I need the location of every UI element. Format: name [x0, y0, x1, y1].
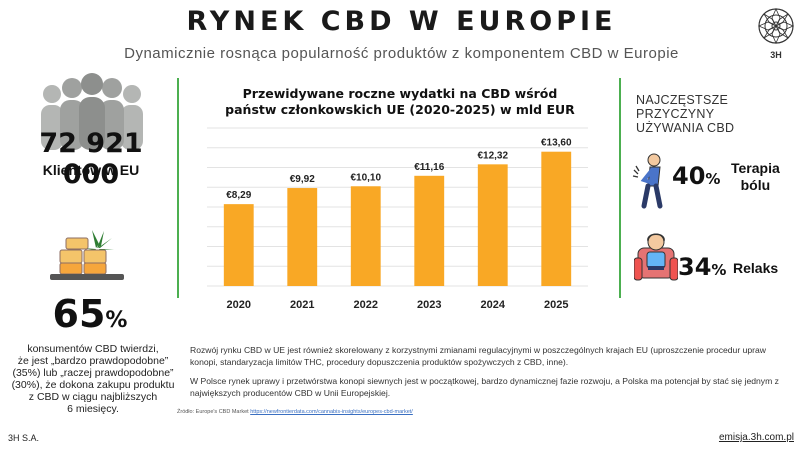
bar [223, 204, 254, 286]
chart-title-line: Przewidywane roczne wydatki na CBD wśród [242, 86, 558, 101]
source-note: Źródło: Europe's CBD Market https://newf… [177, 409, 413, 415]
percent-desc-line: że jest „bardzo prawdopodobne” [17, 355, 169, 367]
bar-value-label: €11,16 [414, 162, 444, 173]
reasons-heading-line: NAJCZĘSTSZE [636, 93, 729, 107]
right-divider [619, 78, 621, 298]
bar-value-label: €9,92 [290, 174, 315, 185]
reasons-heading: NAJCZĘSTSZE PRZYCZYNY UŻYWANIA CBD [636, 93, 786, 135]
reason-percent-value: 40 [672, 162, 706, 190]
page-subtitle: Dynamicznie rosnąca popularność produktó… [124, 45, 679, 62]
page-title: RYNEK CBD W EUROPIE [186, 6, 617, 37]
bar [414, 175, 445, 286]
reasons-heading-line: UŻYWANIA CBD [636, 121, 735, 135]
logo-text: 3H [770, 50, 782, 60]
reason-percent-value: 34 [678, 253, 712, 281]
reason-pain-label: Terapia bólu [731, 160, 780, 194]
reasons-heading-line: PRZYCZYNY [636, 107, 715, 121]
paragraph-poland: W Polsce rynek uprawy i przetwórstwa kon… [190, 376, 779, 398]
pain-person-icon [630, 152, 670, 210]
x-tick-label: 2020 [227, 299, 251, 311]
logo-mandala-icon [758, 8, 794, 44]
bar [477, 164, 508, 286]
x-tick-label: 2022 [354, 299, 378, 311]
source-prefix: Źródło: Europe's CBD Market [177, 409, 249, 415]
bar [287, 188, 318, 286]
people-group-icon [32, 72, 152, 150]
reason-pain-percent: 40% [672, 162, 720, 190]
bar-chart: €8,29 2020 €9,92 2021 €10,10 2022 €11,16 2023 €1… [207, 127, 588, 311]
chart-title-line: państw członkowskich UE (2020-2025) w ml… [225, 102, 575, 117]
paragraph-regulations: Rozwój rynku CBD w UE jest również skore… [190, 345, 766, 367]
percent-desc-line: (35%) lub „raczej prawdopodobne” [12, 367, 174, 379]
x-tick-label: 2024 [481, 299, 506, 311]
percent-desc-line: z CBD w ciągu najbliższych [28, 391, 158, 403]
x-tick-label: 2023 [417, 299, 441, 311]
percent-sign: % [105, 308, 128, 333]
left-divider [177, 78, 179, 298]
clients-label: Klientów w EU [42, 162, 140, 178]
chart-title: Przewidywane roczne wydatki na CBD wśród… [200, 86, 600, 118]
reason-label-line: Terapia [731, 160, 780, 176]
reason-percent-sign: % [705, 170, 721, 188]
reason-label-line: bólu [740, 177, 771, 193]
percent-stat: 65% [20, 292, 160, 336]
bar-value-label: €8,29 [226, 190, 251, 201]
bar-value-label: €10,10 [350, 172, 381, 183]
reason-relax-label: Relaks [733, 260, 778, 276]
percent-description: konsumentów CBD twierdzi, że jest „bardz… [8, 343, 178, 415]
x-tick-label: 2025 [544, 299, 568, 311]
bar-value-label: €13,60 [541, 138, 572, 149]
cbd-products-icon [46, 226, 128, 282]
clients-number: 72 921 000 [39, 128, 143, 190]
percent-desc-line: konsumentów CBD twierdzi, [27, 343, 159, 355]
source-link[interactable]: https://newfrontierdata.com/cannabis-ins… [250, 409, 413, 415]
relax-chair-icon [633, 228, 679, 286]
reason-label-line: Relaks [733, 260, 779, 276]
percent-value: 65 [52, 292, 106, 336]
footer-company: 3H S.A. [8, 433, 40, 443]
company-logo: 3H [756, 6, 796, 60]
percent-desc-line: 6 miesięcy. [67, 403, 119, 415]
footer-website-link[interactable]: emisja.3h.com.pl [718, 432, 794, 443]
reason-percent-sign: % [711, 261, 727, 279]
bar [350, 186, 381, 286]
reason-relax-percent: 34% [678, 253, 726, 281]
bar [541, 151, 572, 286]
bar-value-label: €12,32 [477, 150, 508, 161]
x-tick-label: 2021 [290, 299, 314, 311]
percent-desc-line: (30%), że dokona zakupu produktu [11, 379, 175, 391]
